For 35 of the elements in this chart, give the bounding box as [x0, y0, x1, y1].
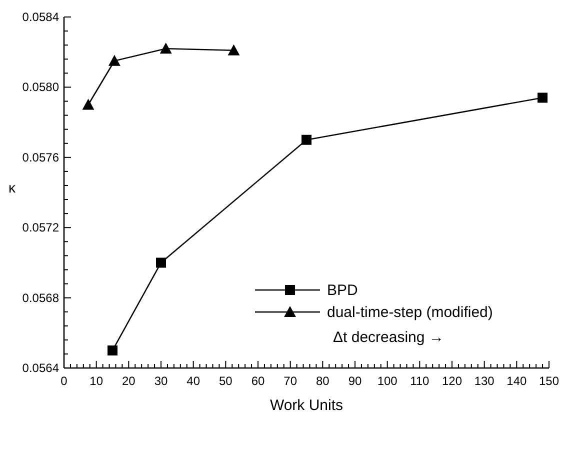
- x-tick-label: 80: [316, 374, 330, 388]
- point: [228, 44, 240, 56]
- point: [156, 258, 166, 268]
- x-tick-label: 90: [348, 374, 362, 388]
- point: [160, 42, 172, 54]
- point: [82, 98, 94, 110]
- x-tick-label: 150: [538, 374, 560, 388]
- point: [108, 54, 120, 66]
- y-tick-label: 0.0580: [22, 80, 60, 94]
- legend-label: BPD: [327, 282, 358, 299]
- x-tick-label: 0: [60, 374, 68, 388]
- x-tick-label: 130: [474, 374, 495, 388]
- x-tick-label: 140: [506, 374, 527, 388]
- x-axis-title: Work Units: [270, 397, 344, 414]
- annotation: Δt decreasing →: [333, 329, 444, 346]
- y-tick-label: 0.0576: [22, 150, 60, 164]
- x-tick-label: 110: [410, 374, 430, 388]
- x-tick-label: 50: [218, 374, 233, 388]
- y-tick-label: 0.0564: [22, 361, 60, 375]
- x-tick-label: 70: [284, 374, 298, 388]
- x-tick-label: 120: [442, 374, 462, 388]
- y-axis-title: κ: [8, 180, 16, 196]
- point: [108, 345, 118, 356]
- x-tick-label: 60: [251, 374, 265, 388]
- y-tick-label: 0.0584: [22, 10, 60, 24]
- y-tick-label: 0.0572: [22, 220, 60, 235]
- point: [538, 92, 548, 103]
- x-tick-label: 40: [186, 374, 200, 388]
- x-tick-label: 20: [122, 374, 136, 388]
- legend-label: dual-time-step (modified): [327, 304, 493, 321]
- x-tick-label: 100: [377, 374, 398, 388]
- x-tick-label: 10: [90, 374, 104, 388]
- x-tick-label: 30: [154, 374, 168, 388]
- point: [302, 134, 312, 145]
- y-tick-label: 0.0568: [22, 290, 60, 305]
